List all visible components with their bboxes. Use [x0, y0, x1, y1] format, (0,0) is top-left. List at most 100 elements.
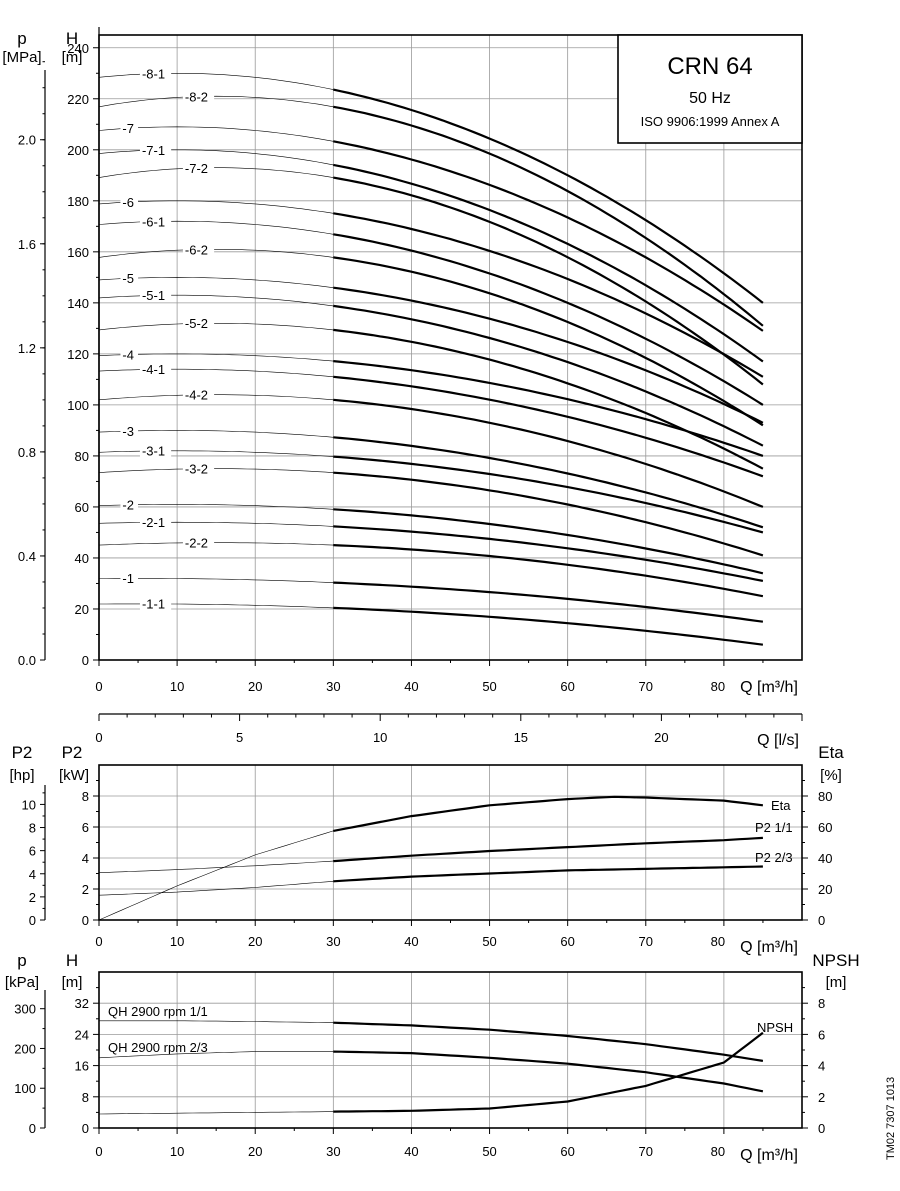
ls-tick-label: 10 [373, 730, 387, 745]
qh-curve-label-bg [139, 515, 172, 529]
power-curve-thin [98, 881, 334, 896]
qh-curve-label-bg [182, 242, 215, 256]
power-hp-tick-label: 0 [29, 913, 36, 928]
qh-curve-label: -6-2 [185, 242, 208, 257]
npsh-curve-label: QH 2900 rpm 1/1 [108, 1004, 208, 1019]
power-curve [333, 795, 764, 832]
qh-curve-label-bg [182, 461, 215, 475]
power-hp-tick-label: 10 [22, 797, 36, 812]
qh-p-axis-title: p [17, 29, 26, 48]
qh-curve-thin [98, 220, 334, 235]
npsh-h-tick-label: 24 [75, 1027, 89, 1042]
qh-curve-label: -1-1 [142, 596, 165, 611]
qh-h-axis-unit: [m] [62, 49, 83, 66]
qh-h-tick-label: 0 [82, 653, 89, 668]
power-hp-tick-label: 6 [29, 844, 36, 859]
qh-h-tick-label: 240 [67, 41, 89, 56]
qh-curve-thin [98, 167, 334, 178]
npsh-curve [333, 1050, 764, 1093]
qh-curve-label: -6-1 [142, 214, 165, 229]
power-kw-tick-label: 2 [82, 882, 89, 897]
power-curve [333, 865, 763, 883]
npsh-n-tick-label: 0 [818, 1121, 825, 1136]
power-hp-tick-label: 4 [29, 867, 36, 882]
qh-curve [333, 304, 764, 447]
qh-q-tick-label: 10 [170, 679, 184, 694]
qh-q-tick-label: 40 [404, 679, 418, 694]
qh-curve-label-bg [139, 67, 172, 81]
power-q-axis-title: Q [m³/h] [740, 939, 798, 956]
qh-curve-label: -2-2 [185, 535, 208, 550]
power-kw-tick-label: 6 [82, 820, 89, 835]
qh-curve [333, 508, 764, 575]
power-q-tick-label: 60 [560, 934, 574, 949]
qh-q-tick-label: 80 [711, 679, 725, 694]
drawing-code: TM02 7307 1013 [885, 1077, 897, 1160]
qh-curve [333, 360, 764, 457]
qh-h-tick-label: 100 [67, 398, 89, 413]
qh-curve-label: -2-1 [142, 515, 165, 530]
power-eta-tick-label: 20 [818, 882, 832, 897]
npsh-n-tick-label: 8 [818, 996, 825, 1011]
power-eta-axis-title: Eta [818, 743, 844, 762]
qh-curve [333, 375, 764, 478]
npsh-q-tick-label: 80 [711, 1144, 725, 1159]
power-q-tick-label: 70 [639, 934, 653, 949]
qh-curve-label: -8-2 [185, 89, 208, 104]
qh-curve-thin [98, 368, 334, 378]
power-hp-axis-unit: [hp] [9, 767, 34, 784]
qh-curve-label: -3-2 [185, 461, 208, 476]
power-q-tick-label: 40 [404, 934, 418, 949]
npsh-curve-label: QH 2900 rpm 2/3 [108, 1040, 208, 1055]
qh-curve [333, 163, 764, 363]
npsh-h-tick-label: 8 [82, 1090, 89, 1105]
qh-curve-label: -5-1 [142, 288, 165, 303]
qh-h-tick-label: 60 [75, 500, 89, 515]
qh-curve-thin [98, 468, 334, 473]
npsh-curve-thin [99, 1020, 334, 1023]
qh-curve-label-bg [139, 288, 172, 302]
power-curve-thin [98, 860, 334, 873]
qh-curve-thin [98, 521, 334, 527]
qh-curve-label: -8-1 [142, 67, 165, 82]
qh-curve-label-bg [182, 89, 215, 103]
qh-curve-label: -7-2 [185, 161, 208, 176]
power-eta-tick-label: 40 [818, 851, 832, 866]
power-kw-axis-unit: [kW] [59, 767, 89, 784]
power-q-tick-label: 10 [170, 934, 184, 949]
qh-curve [333, 436, 764, 529]
qh-curve-label-bg [182, 388, 215, 402]
qh-curve [333, 105, 764, 327]
qh-p-tick-label: 2.0 [18, 133, 36, 148]
qh-curve-label-bg [139, 143, 172, 157]
qh-curve-label-bg [120, 571, 139, 585]
power-q-tick-label: 50 [482, 934, 496, 949]
qh-curve [333, 544, 764, 598]
power-q-tick-label: 30 [326, 934, 340, 949]
power-hp-axis-title: P2 [12, 743, 33, 762]
qh-curve-thin [98, 200, 334, 214]
qh-curve [333, 581, 764, 623]
qh-q-tick-label: 70 [639, 679, 653, 694]
npsh-kpa-tick-label: 300 [14, 1002, 36, 1017]
power-kw-tick-label: 8 [82, 789, 89, 804]
npsh-q-tick-label: 60 [560, 1144, 574, 1159]
power-eta-axis-unit: [%] [820, 767, 842, 784]
npsh-curve-thin [98, 1111, 334, 1115]
qh-q-tick-label: 30 [326, 679, 340, 694]
qh-curve-label-bg [120, 424, 139, 438]
npsh-n-tick-label: 6 [818, 1027, 825, 1042]
power-kw-axis-title: P2 [62, 743, 83, 762]
power-hp-tick-label: 8 [29, 821, 36, 836]
qh-curve [333, 471, 764, 557]
qh-curve-label: -4 [122, 347, 134, 362]
qh-h-tick-label: 160 [67, 245, 89, 260]
qh-curve-label: -6 [122, 195, 134, 210]
power-kw-tick-label: 4 [82, 851, 89, 866]
qh-p-tick-label: 0.8 [18, 445, 36, 460]
curves-layer: -8-1 -8-2 -7 -7-1 -7-2 -6 -6-1 -6-2 -5 -5-1 -5-2 -4… [98, 67, 793, 1115]
qh-curve-label-bg [120, 497, 139, 511]
qh-p-tick-label: 0.0 [18, 653, 36, 668]
ls-tick-label: 20 [654, 730, 668, 745]
